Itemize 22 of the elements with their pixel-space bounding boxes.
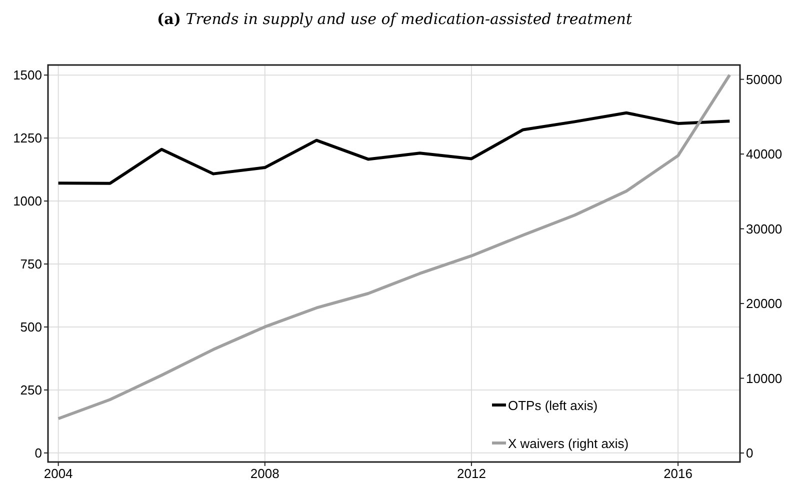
y-tick-label: 1500 — [13, 68, 42, 83]
chart-title: (a) Trends in supply and use of medication-assisted treatment — [157, 10, 633, 28]
x-tick-label: 2004 — [44, 466, 73, 481]
x-tick-label: 2012 — [457, 466, 486, 481]
y2-tick-label: 20000 — [746, 296, 782, 312]
y-tick-label: 1000 — [13, 194, 42, 209]
y2-tick-label: 30000 — [746, 221, 782, 236]
y2-tick-label: 50000 — [746, 72, 782, 87]
line-series — [56, 111, 732, 185]
y-tick-label: 250 — [20, 382, 42, 398]
line-series — [56, 73, 732, 420]
y-tick-label: 750 — [20, 256, 42, 272]
legend-label: X waivers (right axis) — [508, 436, 629, 451]
y-tick-label: 0 — [34, 445, 42, 460]
x-tick-label: 2008 — [250, 466, 280, 481]
y2-tick-label: 10000 — [746, 370, 782, 386]
x-tick-label: 2016 — [664, 466, 692, 481]
y2-tick-label: 40000 — [746, 146, 782, 162]
y2-tick-label: 0 — [746, 445, 754, 460]
y-tick-label: 1250 — [13, 130, 42, 146]
legend-label: OTPs (left axis) — [508, 398, 598, 413]
y-tick-label: 500 — [20, 319, 42, 334]
